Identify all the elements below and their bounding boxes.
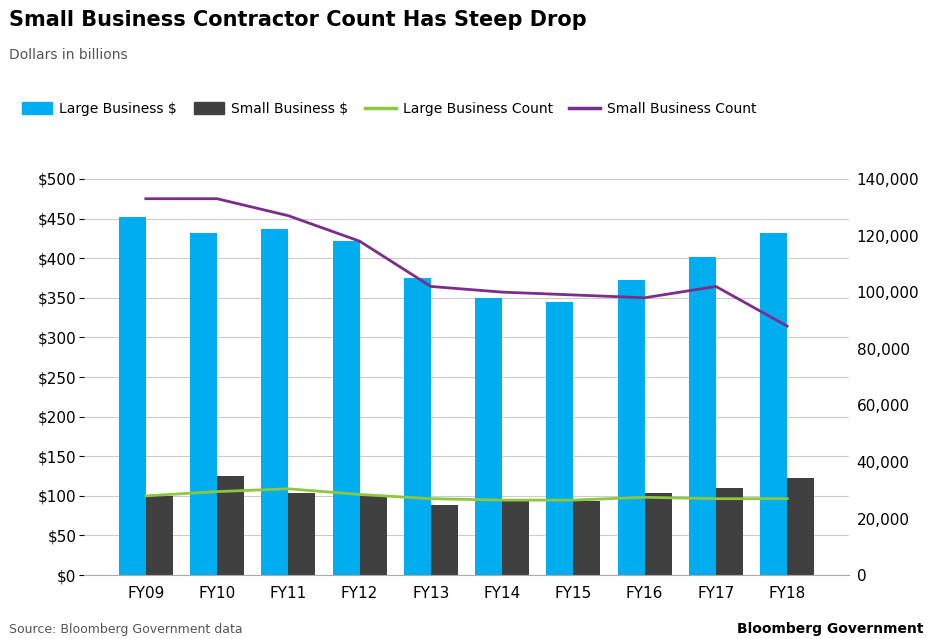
Large Business Count [496, 497, 508, 504]
Text: Dollars in billions: Dollars in billions [9, 48, 128, 62]
Bar [716, 488, 743, 575]
Large Business Count [283, 485, 294, 493]
Small Business Count [782, 322, 793, 330]
Large Business Count [212, 488, 223, 495]
Bar [217, 476, 244, 575]
Bar [618, 281, 645, 575]
Bar [359, 496, 386, 575]
Small Business Count [425, 282, 437, 290]
Bar [760, 233, 787, 575]
Small Business Count [496, 288, 508, 296]
Small Business Count [283, 212, 294, 220]
Bar [645, 493, 672, 575]
Text: Small Business Contractor Count Has Steep Drop: Small Business Contractor Count Has Stee… [9, 10, 587, 29]
Bar [288, 493, 315, 575]
Small Business Count [354, 237, 365, 245]
Large Business Count [710, 495, 721, 502]
Large Business Count [354, 491, 365, 498]
Bar [118, 217, 146, 575]
Small Business Count [710, 282, 721, 290]
Bar [261, 229, 288, 575]
Large Business Count [140, 492, 151, 500]
Large Business Count [425, 495, 437, 502]
Bar [431, 505, 458, 575]
Bar [689, 258, 716, 575]
Small Business Count [212, 195, 223, 203]
Legend: Large Business $, Small Business $, Large Business Count, Small Business Count: Large Business $, Small Business $, Larg… [16, 96, 762, 121]
Large Business Count [639, 493, 650, 501]
Small Business Count [140, 195, 151, 203]
Bar [475, 298, 502, 575]
Text: Source: Bloomberg Government data: Source: Bloomberg Government data [9, 623, 243, 636]
Bar [404, 278, 431, 575]
Large Business Count [782, 495, 793, 502]
Small Business Count [639, 294, 650, 302]
Text: Bloomberg Government: Bloomberg Government [737, 622, 924, 636]
Large Business Count [568, 497, 579, 504]
Line: Large Business Count: Large Business Count [146, 489, 787, 500]
Line: Small Business Count: Small Business Count [146, 199, 787, 326]
Bar [547, 302, 574, 575]
Bar [190, 233, 217, 575]
Bar [146, 496, 173, 575]
Bar [787, 477, 815, 575]
Bar [502, 502, 529, 575]
Bar [332, 241, 359, 575]
Small Business Count [568, 291, 579, 299]
Bar [574, 502, 601, 575]
